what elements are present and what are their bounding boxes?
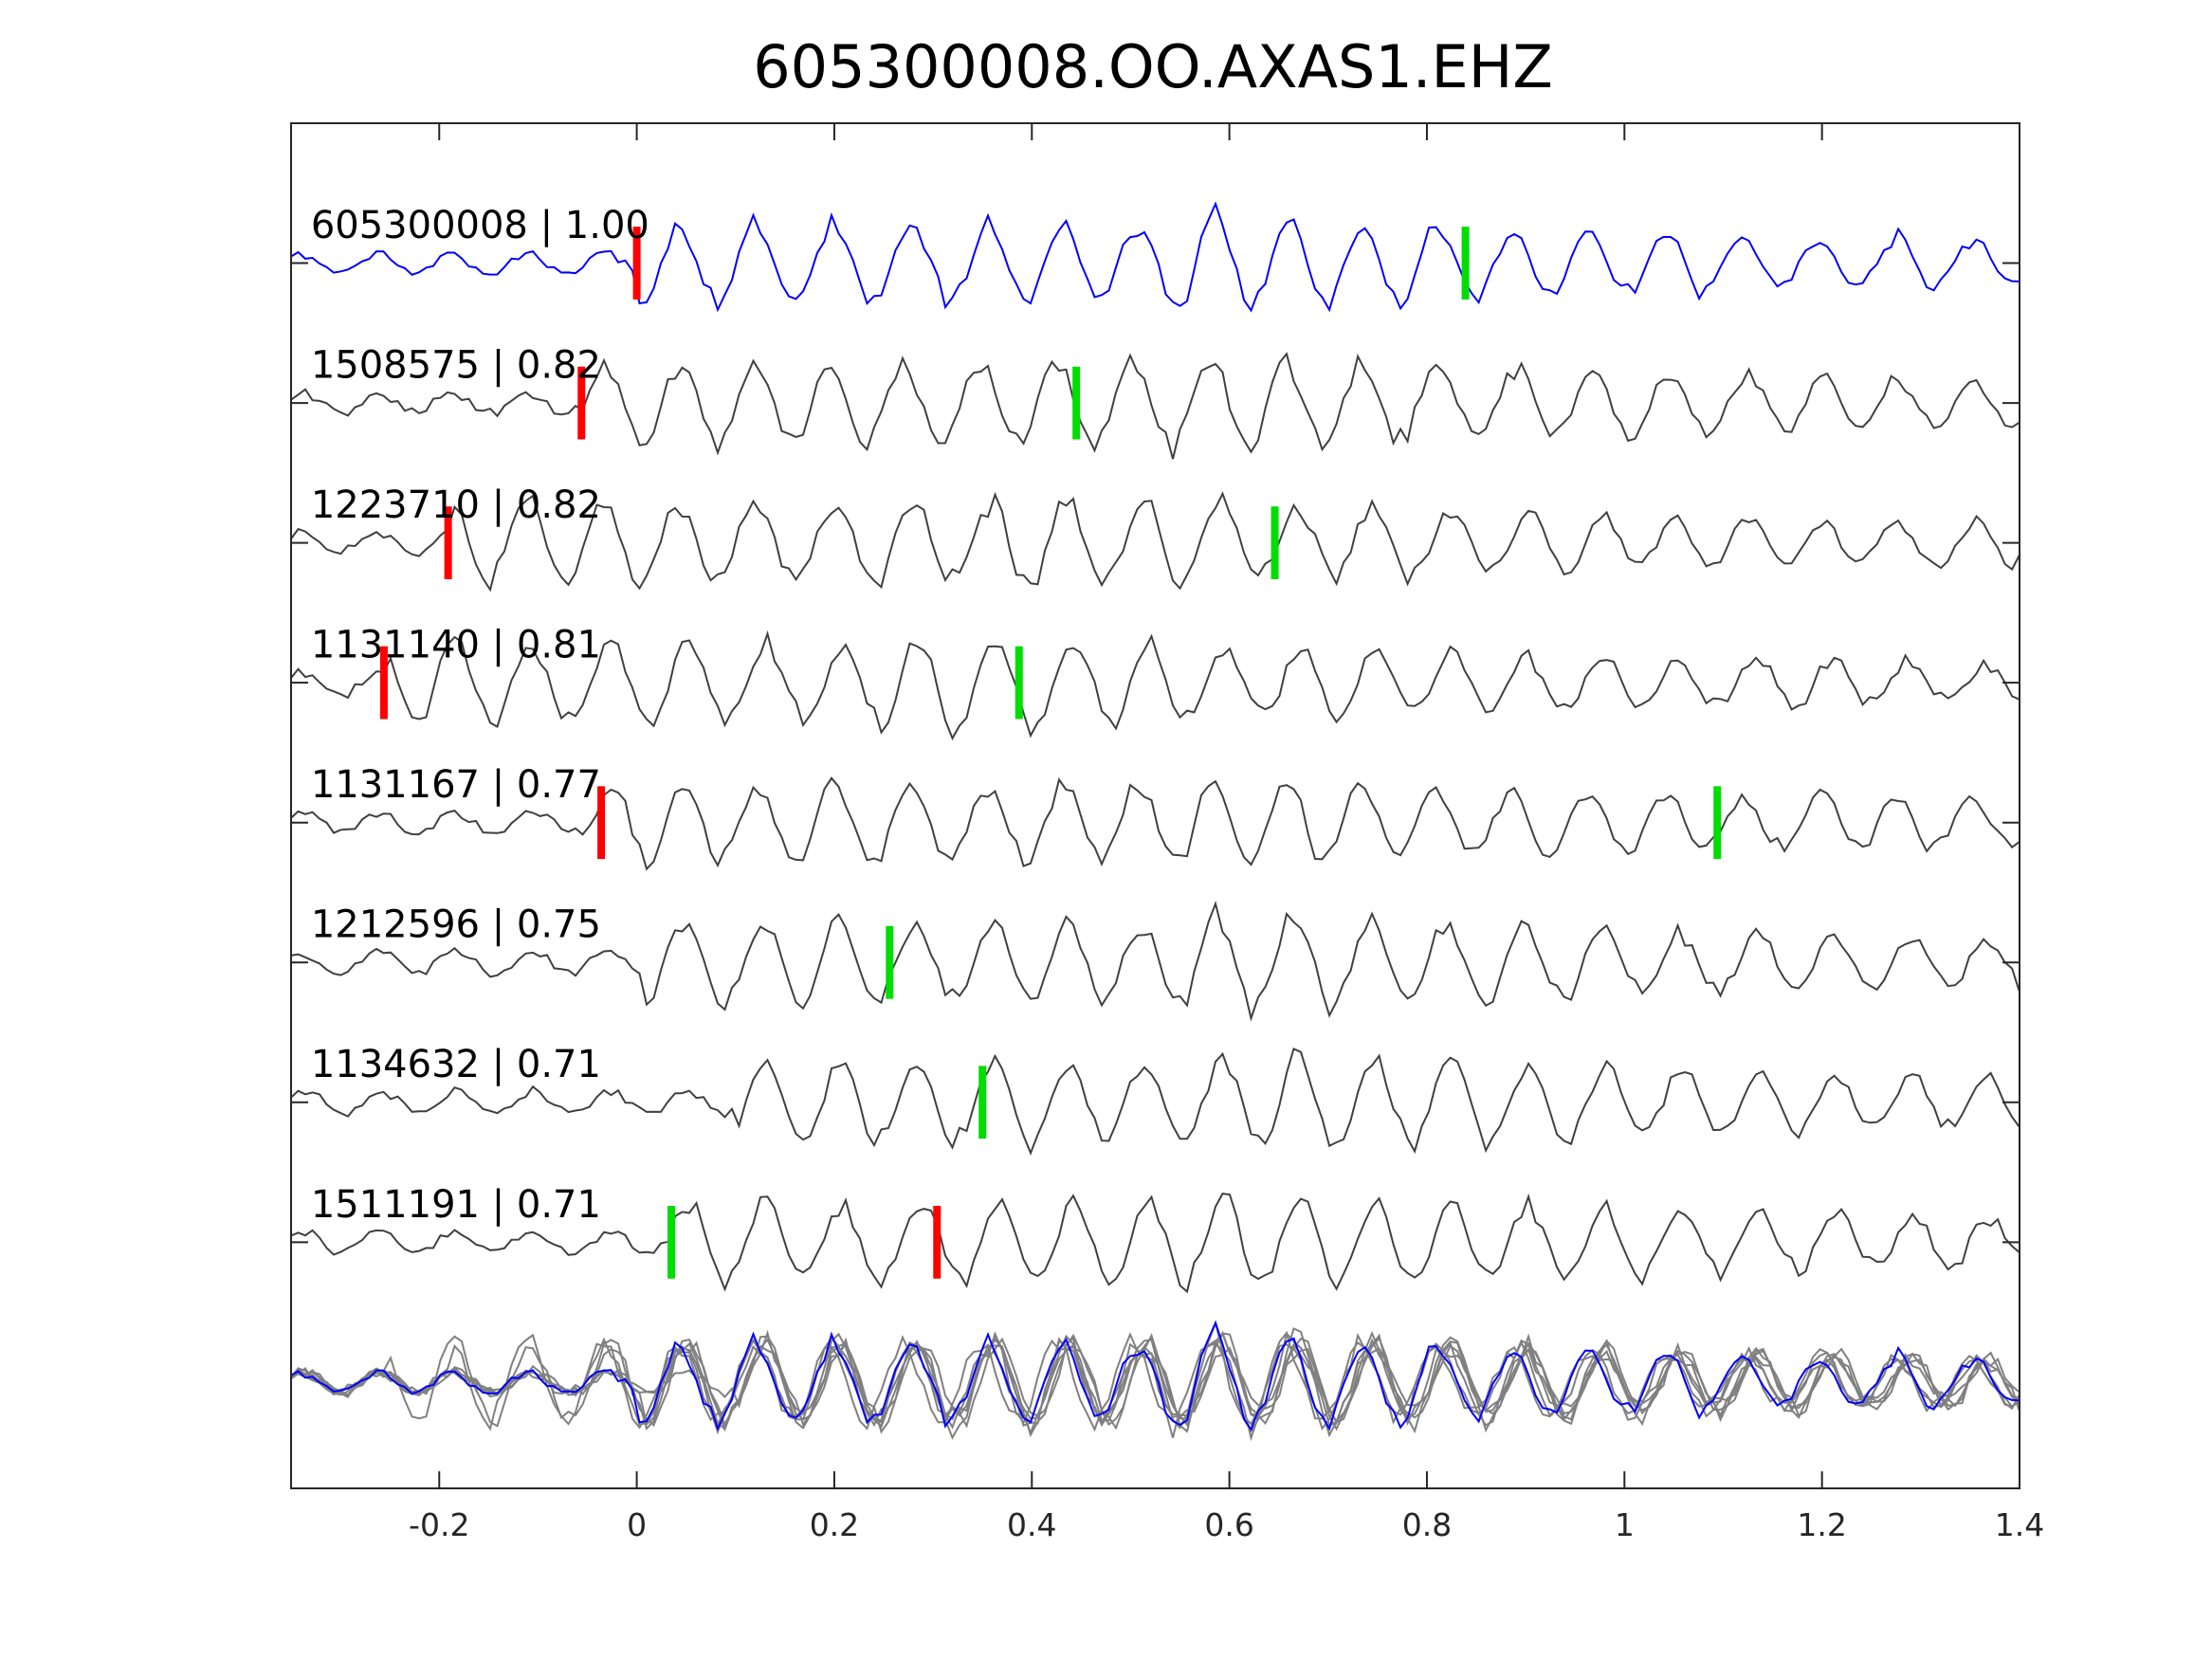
x-tick-label: 0.4	[1007, 1506, 1056, 1543]
trace-label: 1212596 | 0.75	[311, 903, 601, 947]
trace-waveform-605300008	[290, 201, 2020, 313]
x-tick-label: 1.2	[1797, 1506, 1846, 1543]
plot-frame	[290, 122, 2020, 1489]
picks-layer	[379, 227, 1722, 1279]
x-tick-label: 0.6	[1204, 1506, 1253, 1543]
trace-label: 1511191 | 0.71	[311, 1183, 601, 1227]
trace-label: 1508575 | 0.82	[311, 344, 601, 388]
stack-waveform-605300008	[290, 1320, 2020, 1431]
x-tick-label: 0.2	[810, 1506, 859, 1543]
x-tick-label: 0	[627, 1506, 647, 1543]
trace-label: 1134632 | 0.71	[311, 1043, 601, 1086]
chart-title: 605300008.OO.AXAS1.EHZ	[753, 32, 1553, 101]
trace-label: 1131167 | 0.77	[311, 763, 601, 807]
x-tick-label: -0.2	[409, 1506, 469, 1543]
stack-waveform-1131140	[290, 1329, 2020, 1440]
trace-waveform-1134632	[290, 1048, 2020, 1157]
trace-waveform-1131167	[290, 776, 2020, 871]
traces-layer	[290, 201, 2020, 1442]
trace-labels: 605300008 | 1.00 1508575 | 0.82 1223710 | …	[311, 204, 649, 1227]
trace-waveform-1223710	[290, 491, 2020, 592]
trace-label: 1131140 | 0.81	[311, 624, 601, 667]
trace-label: 1223710 | 0.82	[311, 483, 601, 527]
trace-waveform-1131140	[290, 630, 2020, 741]
x-tick-label: 1.4	[1995, 1506, 2044, 1543]
trace-waveform-1212596	[290, 900, 2020, 1022]
x-axis: -0.2 0 0.2 0.4 0.6 0.8 1 1.2 1.4	[291, 123, 2044, 1543]
trace-waveform-1511191	[290, 1193, 2020, 1294]
trace-label: 605300008 | 1.00	[311, 204, 649, 247]
stack-waveform-1508575	[290, 1330, 2020, 1439]
x-tick-label: 0.8	[1402, 1506, 1452, 1543]
x-tick-label: 1	[1615, 1506, 1635, 1543]
